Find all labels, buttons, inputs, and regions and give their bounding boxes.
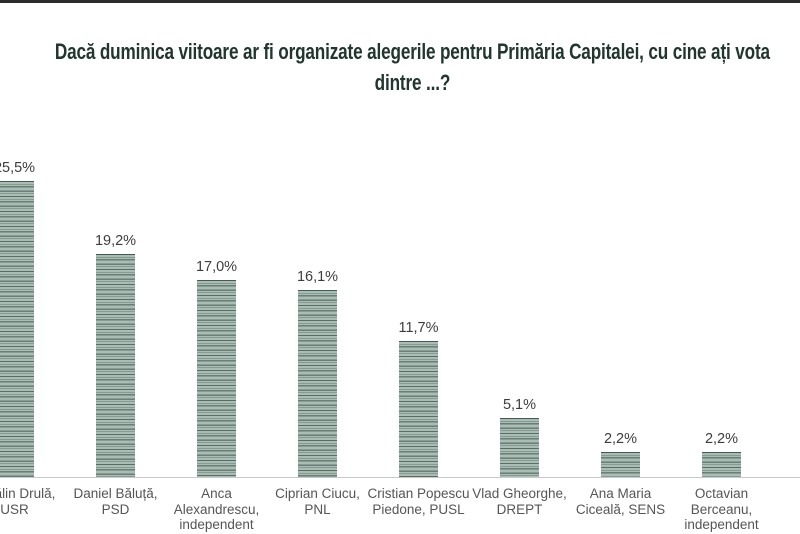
bar-category-label: Octavian Berceanu, independent: [684, 486, 759, 532]
bar-category-label: Anca Alexandrescu, independent: [173, 486, 260, 532]
bar-value-label: 16,1%: [296, 269, 339, 285]
bar-category-label: Daniel Băluță, PSD: [73, 486, 158, 517]
bar-slot: 5,1% Vlad Gheorghe, DREPT: [469, 0, 570, 534]
bar-value-label: 11,7%: [398, 320, 439, 336]
bar: [0, 181, 34, 477]
bar-category-label: Ciprian Ciucu, PNL: [275, 486, 360, 517]
bar-slot: 19,2% Daniel Băluță, PSD: [65, 0, 166, 534]
bar-value-label: 19,2%: [94, 233, 137, 249]
bar-slot: 16,1% Ciprian Ciucu, PNL: [267, 0, 368, 534]
bar-value-label: 2,2%: [704, 431, 739, 447]
bar-category-label: Cătălin Drulă, USR: [0, 486, 56, 517]
bar-value-label: 17,0%: [195, 259, 238, 275]
bar-value-label: 2,2%: [603, 431, 638, 447]
bar: [702, 452, 741, 477]
bar-slot: 17,0% Anca Alexandrescu, independent: [166, 0, 267, 534]
bar-slot: 2,2% Ana Maria Ciceală, SENS: [570, 0, 671, 534]
bar: [399, 341, 438, 477]
bar-slot: 25,5% Cătălin Drulă, USR: [0, 0, 65, 534]
bar-category-label: Cristian Popescu Piedone, PUSL: [367, 486, 470, 517]
bar-slot: 2,2% Octavian Berceanu, independent: [671, 0, 772, 534]
bar: [96, 254, 135, 477]
bar: [500, 418, 539, 477]
bar: [298, 290, 337, 477]
bar-category-label: Vlad Gheorghe, DREPT: [472, 486, 567, 517]
bar-value-label: 5,1%: [502, 397, 537, 413]
bar: [601, 452, 640, 477]
bar: [197, 280, 236, 477]
x-axis-line: [0, 477, 800, 478]
bar-value-label: 25,5%: [0, 160, 36, 176]
bar-category-label: Ana Maria Ciceală, SENS: [575, 486, 666, 517]
bar-slot: 11,7% Cristian Popescu Piedone, PUSL: [367, 0, 470, 534]
top-border-strip: [0, 0, 800, 3]
bar-chart-row: 25,5% Cătălin Drulă, USR 19,2% Daniel Bă…: [0, 0, 772, 534]
